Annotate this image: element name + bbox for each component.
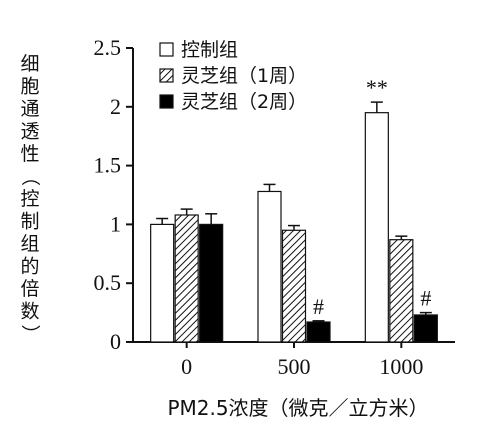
x-axis-label: PM2.5浓度（微克／立方米） [167,396,428,420]
significance-marker: ** [366,75,388,100]
legend-label: 控制组 [181,39,238,61]
bar [389,239,414,343]
y-axis-label-char: 数 [20,301,39,323]
y-axis-label-char: 胞 [20,76,39,98]
legend-swatch [159,42,174,57]
bar [199,223,224,343]
bars: ** # # [150,75,438,343]
y-axis-label-char: 制 [20,211,39,233]
y-axis-label-char: 的 [20,256,39,278]
significance-marker: # [313,294,324,319]
y-axis-label-char: 细 [20,53,39,75]
y-axis-label-char: 通 [20,98,39,120]
y-tick-label: 2 [110,94,121,119]
x-tick-label: 500 [278,354,311,379]
y-axis-label-char: 组 [20,233,39,255]
y-tick-label: 1.5 [94,153,122,178]
legend-label: 灵芝组（1周） [181,65,307,87]
y-tick-label: 0 [110,329,121,354]
bar [281,229,307,343]
significance-marker: # [420,286,431,311]
legend-swatch [159,68,174,83]
legend-label: 灵芝组（2周） [181,91,307,113]
legend-swatch [159,94,174,109]
y-axis-label-char: ） [19,324,41,343]
bar [364,112,389,343]
axes: 0 0.5 1 1.5 2 2.5 0 500 1000 [94,35,455,379]
y-tick-label: 2.5 [94,35,122,60]
y-tick-label: 0.5 [94,270,122,295]
bar [150,223,175,343]
y-axis-label-char: （ [19,167,41,186]
bar [306,321,331,343]
bar [413,314,438,343]
x-tick-label: 0 [181,354,192,379]
y-axis-label-char: 倍 [20,278,39,300]
y-axis-label-char: 控 [20,188,39,210]
bar [257,190,282,343]
x-tick-label: 1000 [379,354,423,379]
y-axis-label-char: 透 [20,121,39,143]
y-axis-label-char: 性 [20,143,39,165]
y-tick-label: 1 [110,211,121,236]
bar [174,214,199,343]
